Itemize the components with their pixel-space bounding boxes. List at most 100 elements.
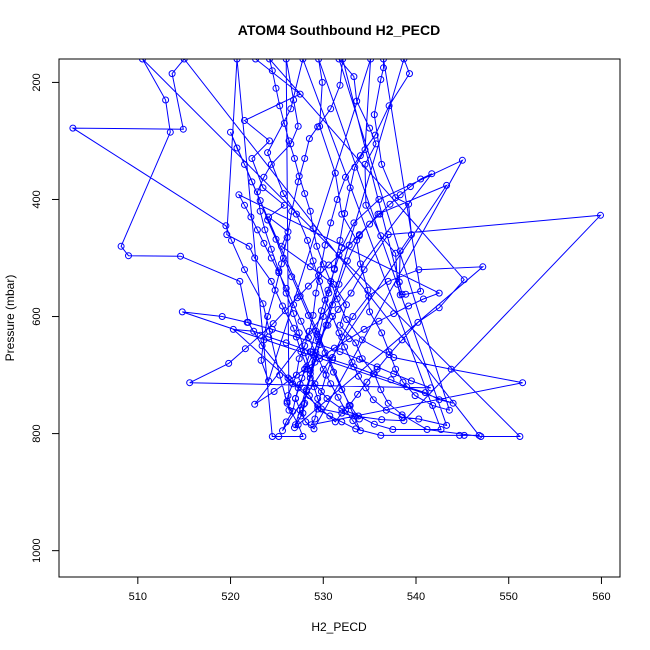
data-point — [267, 160, 275, 168]
data-point — [287, 105, 295, 113]
data-point — [306, 263, 314, 271]
data-point — [264, 216, 272, 224]
data-point — [272, 235, 280, 243]
data-point — [311, 358, 319, 366]
data-point — [339, 59, 347, 63]
data-point — [285, 137, 293, 145]
data-point — [296, 380, 304, 388]
data-point — [265, 377, 273, 385]
data-point — [299, 433, 307, 440]
data-point — [264, 313, 272, 320]
data-point — [280, 119, 288, 127]
data-point — [294, 384, 302, 392]
data-point — [267, 245, 275, 253]
data-point — [338, 405, 346, 413]
data-point — [360, 266, 368, 274]
data-point — [257, 356, 265, 364]
data-point — [329, 354, 336, 361]
data-point — [385, 348, 393, 356]
series-layer — [69, 59, 604, 440]
data-point — [456, 431, 464, 439]
plot-frame — [58, 58, 621, 578]
data-point — [294, 122, 302, 130]
data-point — [306, 370, 314, 378]
data-point — [269, 320, 277, 328]
data-point — [250, 327, 258, 335]
chart-title: ATOM4 Southbound H2_PECD — [238, 22, 440, 38]
data-point — [295, 172, 303, 180]
data-point — [286, 376, 294, 384]
data-point — [305, 135, 313, 143]
data-point — [327, 380, 335, 388]
data-point — [241, 160, 248, 168]
data-point — [290, 324, 298, 332]
data-point — [306, 374, 314, 382]
data-point — [304, 334, 312, 342]
data-point — [290, 301, 298, 309]
data-point — [350, 363, 358, 371]
data-point — [460, 276, 468, 284]
data-point — [516, 433, 524, 440]
data-point — [218, 313, 226, 320]
data-point — [309, 257, 317, 265]
data-point — [252, 59, 260, 63]
data-point — [447, 365, 455, 373]
data-point — [351, 163, 359, 171]
data-point — [314, 402, 322, 409]
x-tick-label: 560 — [592, 591, 610, 603]
data-point — [236, 277, 244, 285]
data-point — [303, 388, 311, 395]
data-point — [336, 348, 344, 356]
data-point — [241, 345, 249, 353]
data-point — [125, 252, 132, 260]
data-point — [311, 415, 319, 423]
data-point — [443, 421, 451, 429]
data-point — [316, 341, 324, 349]
data-point — [178, 308, 186, 316]
data-point — [346, 402, 354, 409]
data-point — [256, 331, 264, 339]
data-point — [309, 311, 317, 319]
data-point — [355, 415, 363, 423]
data-point — [317, 388, 325, 395]
data-point — [377, 232, 385, 240]
data-point — [326, 412, 334, 420]
data-point — [251, 254, 259, 262]
data-point — [389, 426, 397, 433]
data-point — [282, 289, 290, 297]
data-point — [168, 70, 176, 78]
data-point — [366, 220, 374, 228]
data-point — [341, 343, 349, 351]
data-point — [317, 405, 325, 413]
data-point — [331, 169, 339, 177]
data-point — [323, 395, 331, 402]
data-point — [334, 306, 342, 313]
data-point — [330, 344, 338, 352]
data-point — [356, 152, 364, 160]
data-point — [265, 333, 273, 341]
data-point — [296, 292, 304, 300]
data-point — [248, 155, 256, 162]
data-point — [297, 317, 305, 325]
data-point — [385, 102, 393, 110]
data-point — [398, 413, 406, 421]
data-point — [251, 400, 259, 408]
data-point — [427, 384, 435, 392]
data-point — [597, 211, 604, 219]
data-point — [387, 376, 395, 384]
data-point — [261, 226, 269, 234]
data-point — [398, 290, 406, 298]
data-point — [314, 123, 322, 131]
data-point — [297, 348, 305, 356]
data-point — [301, 365, 309, 373]
data-point — [479, 263, 487, 271]
data-point — [335, 251, 343, 259]
data-point — [384, 231, 392, 239]
data-point — [325, 261, 333, 269]
data-point — [304, 236, 311, 244]
data-point — [390, 370, 398, 378]
data-point — [338, 244, 346, 251]
data-point — [285, 406, 293, 414]
data-point — [336, 81, 344, 89]
